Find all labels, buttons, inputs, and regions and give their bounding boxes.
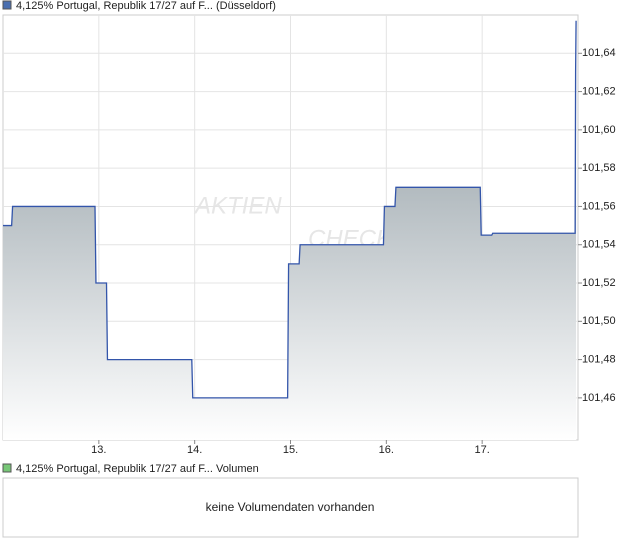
y-tick-label: 101,48 xyxy=(582,354,616,366)
y-tick-label: 101,60 xyxy=(582,124,616,136)
legend-label: 4,125% Portugal, Republik 17/27 auf F...… xyxy=(16,463,259,475)
y-tick-label: 101,46 xyxy=(582,392,616,404)
line xyxy=(3,20,577,399)
x-tick-label: 13. xyxy=(91,444,106,456)
y-tick-label: 101,52 xyxy=(582,277,616,289)
area xyxy=(3,20,577,440)
y-tick-label: 101,56 xyxy=(582,200,616,212)
x-tick-label: 16. xyxy=(379,444,394,456)
y-tick-label: 101,50 xyxy=(582,315,616,327)
y-tick-label: 101,54 xyxy=(582,239,616,251)
legend-label: 4,125% Portugal, Republik 17/27 auf F...… xyxy=(16,0,276,12)
y-tick-label: 101,58 xyxy=(582,162,616,174)
x-tick-label: 15. xyxy=(283,444,298,456)
x-tick-label: 17. xyxy=(475,444,490,456)
legend-swatch xyxy=(2,0,12,10)
watermark: AKTIEN xyxy=(193,192,282,219)
legend-swatch xyxy=(2,463,12,473)
y-tick-label: 101,64 xyxy=(582,47,616,59)
no-data-message: keine Volumendaten vorhanden xyxy=(206,500,375,514)
y-tick-label: 101,62 xyxy=(582,85,616,97)
x-tick-label: 14. xyxy=(187,444,202,456)
volume-frame xyxy=(2,477,579,538)
